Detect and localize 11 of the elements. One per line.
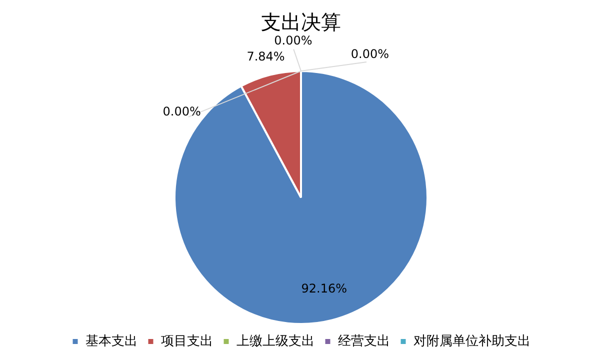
chart-title: 支出决算 xyxy=(261,10,341,34)
data-label: 92.16% xyxy=(301,282,348,296)
legend-label: 对附属单位补助支出 xyxy=(413,334,530,349)
legend-label: 上缴上级支出 xyxy=(236,334,314,349)
text: 0.00% xyxy=(274,33,312,48)
text: 0.00% xyxy=(350,46,390,61)
legend-label: 基本支出 xyxy=(85,334,138,349)
data-label: 7.84% xyxy=(246,49,285,64)
legend-label: 经营支出 xyxy=(338,334,390,349)
legend-label: 项目支出 xyxy=(160,334,213,349)
text: 0.00% xyxy=(162,104,201,118)
